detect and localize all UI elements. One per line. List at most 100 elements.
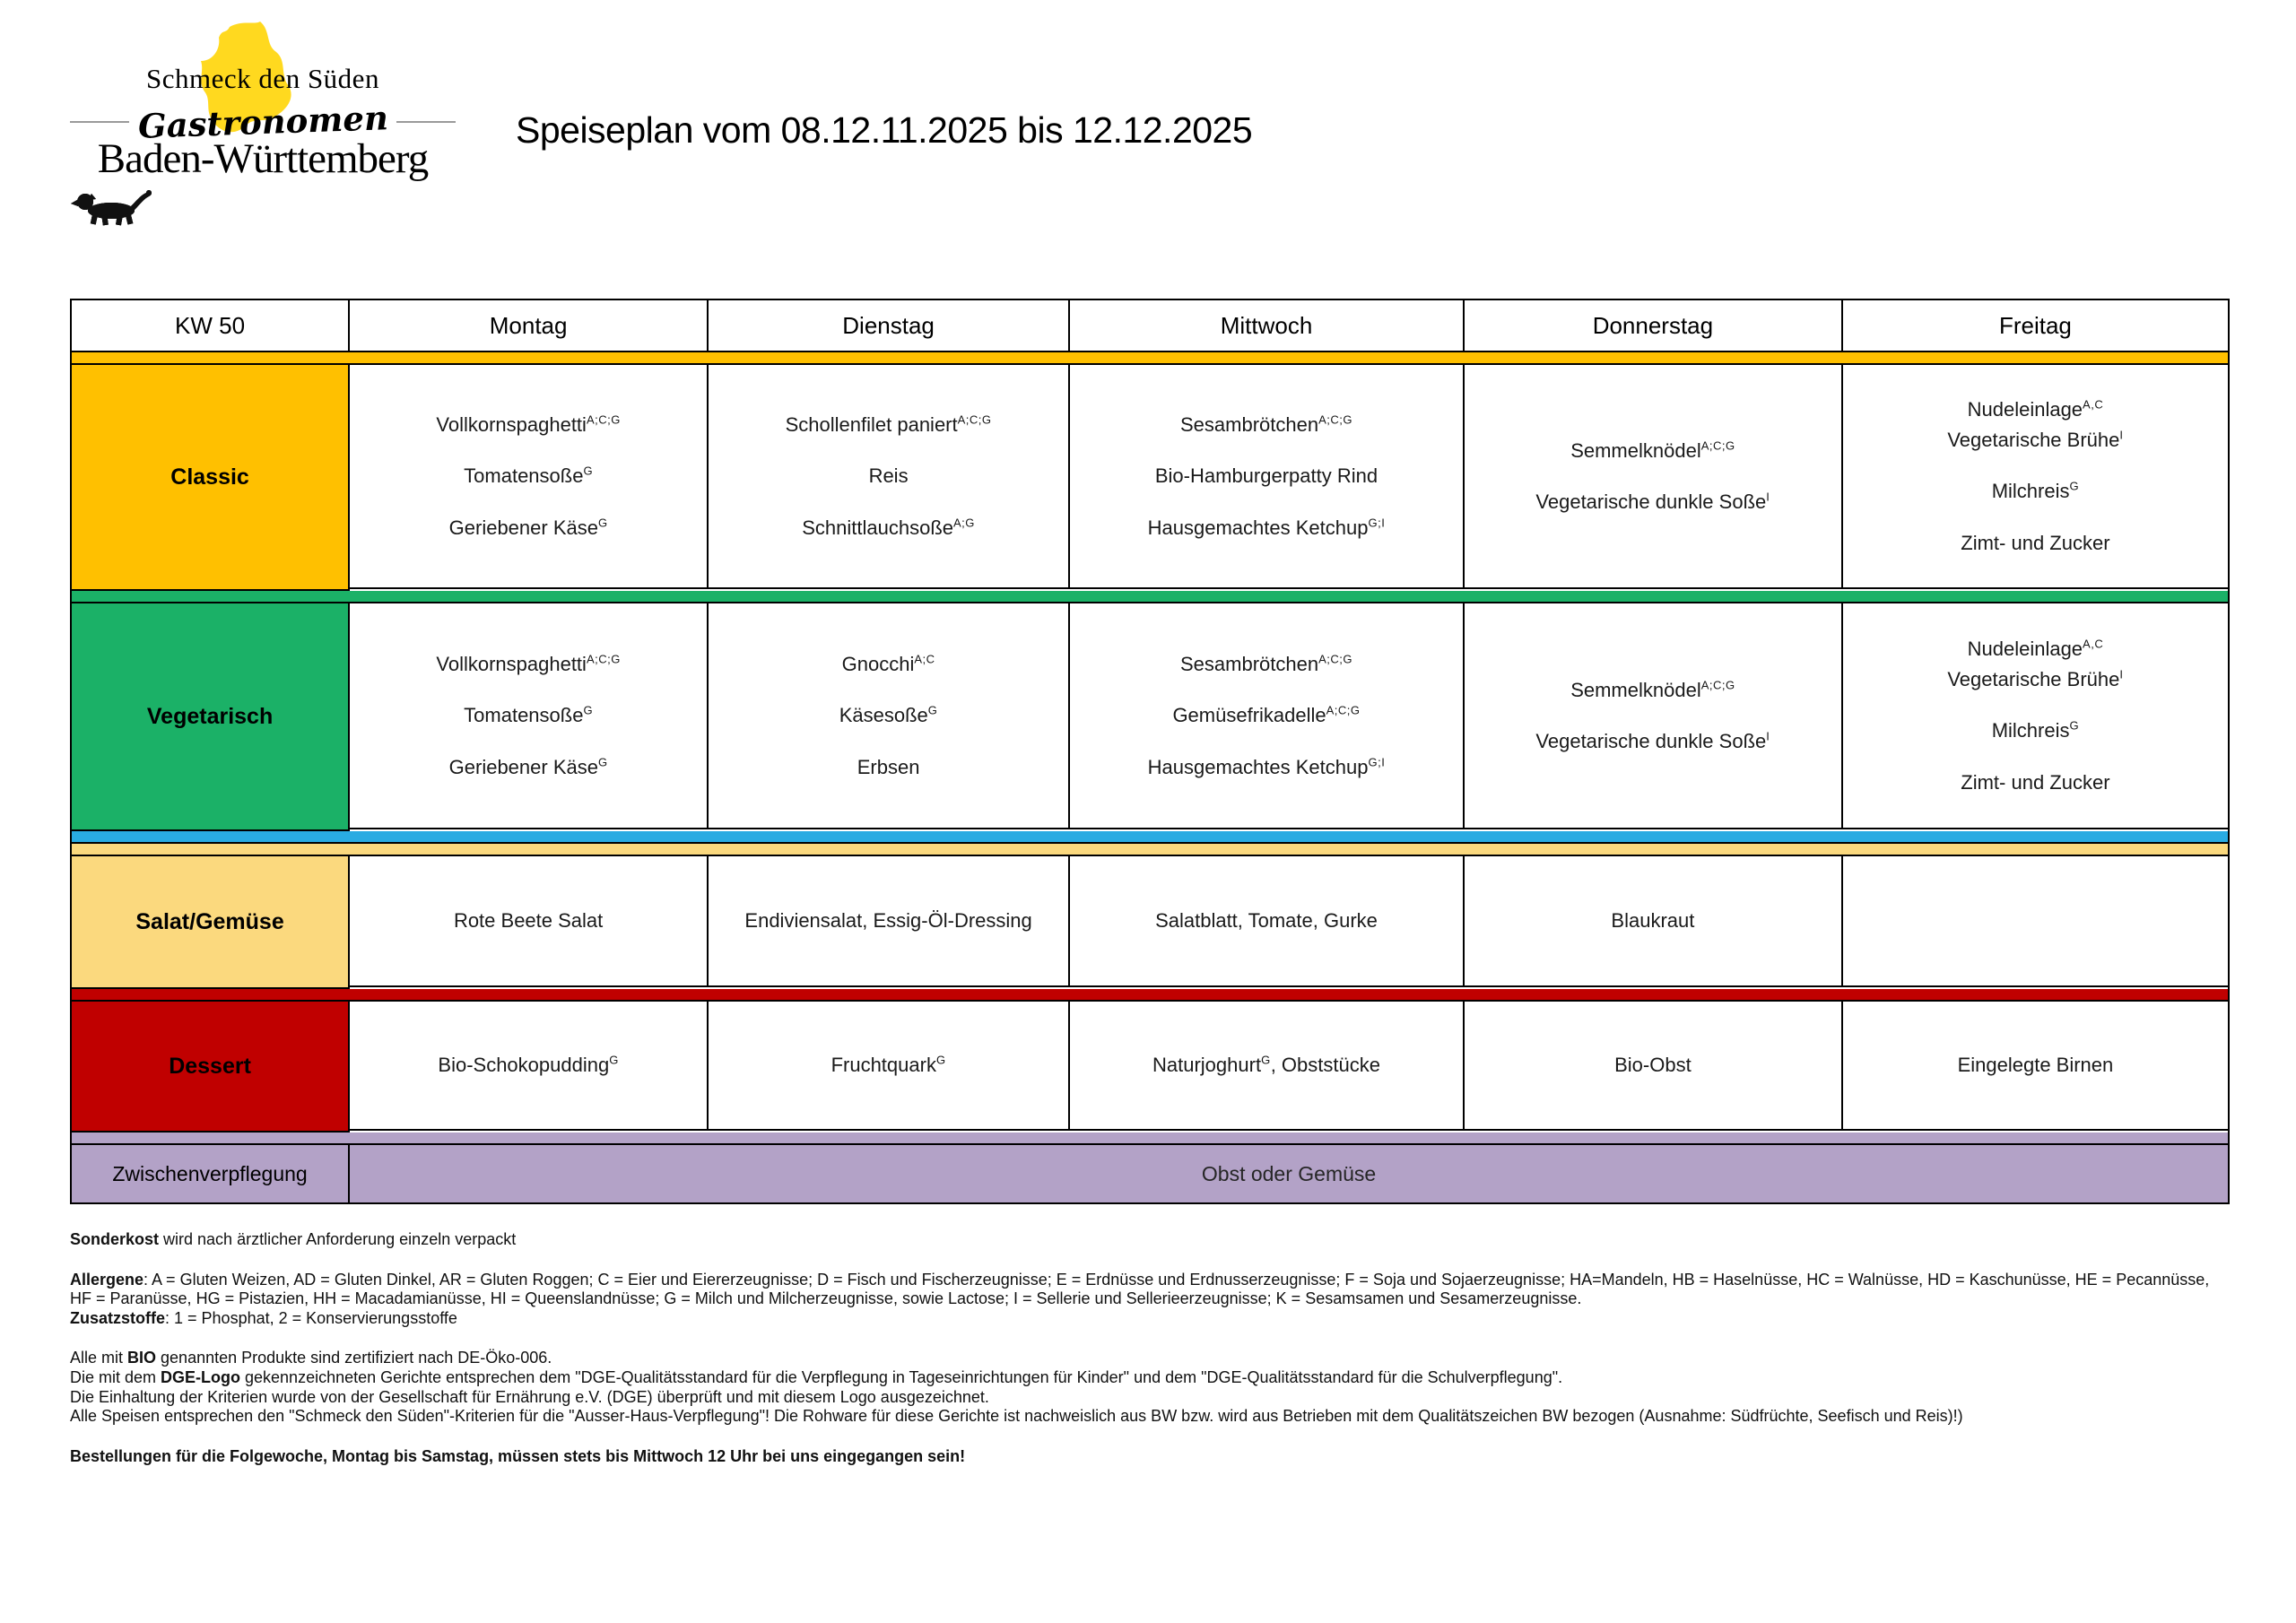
allergen-code: I xyxy=(1766,729,1770,743)
logo-rule-left xyxy=(70,121,129,123)
menu-item-group: Hausgemachtes KetchupG;I xyxy=(1148,516,1386,541)
header-day-mittwoch: Mittwoch xyxy=(1070,300,1465,352)
footer-text: Alle Speisen entsprechen den "Schmeck de… xyxy=(70,1407,1963,1426)
menu-cell: Eingelegte Birnen xyxy=(1842,1002,2228,1131)
menu-item: Eingelegte Birnen xyxy=(1957,1054,2114,1077)
menu-item: Schollenfilet paniertA;C;G xyxy=(785,412,992,436)
allergen-code: I xyxy=(1766,490,1770,504)
menu-item-group: Bio-SchokopuddingG xyxy=(438,1053,618,1078)
allergen-code: G xyxy=(2069,718,2080,733)
menu-item: VollkornspaghettiA;C;G xyxy=(436,412,621,436)
footer-text: : 1 = Phosphat, 2 = Konservierungsstoffe xyxy=(165,1308,457,1327)
footer-text: wird nach ärztlicher Anforderung einzeln… xyxy=(159,1230,517,1248)
menu-cell: Bio-SchokopuddingG xyxy=(350,1002,709,1131)
row-band xyxy=(72,831,2228,844)
allergen-code: A;C;G xyxy=(1700,438,1735,453)
menu-cell: FruchtquarkG xyxy=(709,1002,1071,1131)
menu-item-group: Erbsen xyxy=(857,755,920,780)
allergen-code: I xyxy=(2119,667,2124,681)
allergen-code: A;C;G xyxy=(1700,678,1735,692)
allergen-code: A,C xyxy=(2083,397,2104,412)
menu-item: VollkornspaghettiA;C;G xyxy=(436,652,621,675)
footer-bold-text: Bestellungen für die Folgewoche, Montag … xyxy=(70,1446,966,1465)
footer-text: HF = Paranüsse, HG = Pistazien, HH = Mac… xyxy=(70,1289,1582,1308)
menu-item: Salatblatt, Tomate, Gurke xyxy=(1155,909,1378,933)
menu-item-group: NudeleinlageA,C Vegetarische BrüheI xyxy=(1947,397,2123,452)
logo-text-baden-wuerttemberg: Baden-Württemberg xyxy=(97,135,429,182)
menu-item: Bio-Hamburgerpatty Rind xyxy=(1154,464,1378,488)
menu-cell: NaturjoghurtG, Obststücke xyxy=(1070,1002,1465,1131)
menu-item-group: Vegetarische dunkle SoßeI xyxy=(1535,729,1770,754)
allergen-code: A;C;G xyxy=(957,412,992,427)
footer-bold-text: Allergene xyxy=(70,1270,144,1289)
row-label-classic: Classic xyxy=(72,365,351,591)
menu-item-group: Geriebener KäseG xyxy=(449,516,608,541)
menu-item-group: TomatensoßeG xyxy=(464,464,593,489)
menu-item-group: MilchreisG xyxy=(1992,718,2079,743)
menu-item: Zimt- und Zucker xyxy=(1961,531,2110,554)
logo-script-row: Gastronomen xyxy=(70,98,456,146)
menu-cell xyxy=(1842,856,2228,987)
menu-item: SemmelknödelA;C;G xyxy=(1570,678,1735,701)
row-band xyxy=(72,591,2228,603)
menu-cell: Endiviensalat, Essig-Öl-Dressing xyxy=(709,856,1071,987)
menu-item: Endiviensalat, Essig-Öl-Dressing xyxy=(744,909,1032,933)
menu-item: SemmelknödelA;C;G xyxy=(1570,438,1735,462)
footer-line: Alle Speisen entsprechen den "Schmeck de… xyxy=(70,1407,2240,1427)
menu-item-group: Rote Beete Salat xyxy=(454,908,603,933)
menu-cell: VollkornspaghettiA;C;G TomatensoßeG Gerieb… xyxy=(350,603,709,829)
menu-item: FruchtquarkG xyxy=(831,1053,946,1077)
footer-bold-text: BIO xyxy=(127,1349,157,1367)
menu-item-group: SemmelknödelA;C;G xyxy=(1570,678,1735,703)
menu-item-group: SemmelknödelA;C;G xyxy=(1570,438,1735,464)
menu-cell: Salatblatt, Tomate, Gurke xyxy=(1070,856,1465,987)
logo-rule-right xyxy=(396,121,456,123)
menu-item: Zimt- und Zucker xyxy=(1961,770,2110,794)
allergen-code: A;C xyxy=(914,652,935,666)
menu-item-group: Hausgemachtes KetchupG;I xyxy=(1148,755,1386,780)
menu-cell: Rote Beete Salat xyxy=(350,856,709,987)
menu-item-group: Bio-Hamburgerpatty Rind xyxy=(1155,464,1378,489)
footer-bold-text: Zusatzstoffe xyxy=(70,1308,166,1327)
menu-item-group: Salatblatt, Tomate, Gurke xyxy=(1155,908,1378,933)
menu-item: KäsesoßeG xyxy=(839,703,938,727)
menu-item: TomatensoßeG xyxy=(464,464,594,488)
menu-cell: SesambrötchenA;C;G GemüsefrikadelleA;C;G H… xyxy=(1070,603,1465,829)
header-day-freitag: Freitag xyxy=(1842,300,2228,352)
menu-item-group: NaturjoghurtG, Obststücke xyxy=(1152,1053,1380,1078)
menu-item-group: VollkornspaghettiA;C;G xyxy=(436,652,620,677)
menu-item: Vegetarische dunkle SoßeI xyxy=(1535,490,1770,513)
menu-item: Hausgemachtes KetchupG;I xyxy=(1147,755,1386,778)
menu-item-group: Schollenfilet paniertA;C;G xyxy=(786,412,992,438)
footer-line: Bestellungen für die Folgewoche, Montag … xyxy=(70,1447,2240,1467)
allergen-code: G xyxy=(597,755,608,769)
menu-item: Bio-SchokopuddingG xyxy=(438,1053,619,1077)
menu-item-group: Reis xyxy=(869,464,909,489)
allergen-code: G xyxy=(2069,479,2080,493)
footer-bold-text: DGE-Logo xyxy=(161,1367,241,1386)
menu-item: Rote Beete Salat xyxy=(453,909,604,933)
footer-line: Allergene: A = Gluten Weizen, AD = Glute… xyxy=(70,1271,2240,1290)
row-label-zwischenverpflegung: Zwischenverpflegung xyxy=(72,1145,351,1202)
menu-cell: SemmelknödelA;C;G Vegetarische dunkle Soß… xyxy=(1464,603,1843,829)
menu-item: GnocchiA;C xyxy=(841,652,935,675)
menu-item: Erbsen xyxy=(857,755,920,778)
menu-item: TomatensoßeG xyxy=(464,703,594,727)
row-band xyxy=(72,352,2228,365)
menu-cell: Blaukraut xyxy=(1464,856,1843,987)
footer-text: Alle mit xyxy=(70,1349,128,1367)
bw-state-shape-icon xyxy=(201,22,291,133)
allergen-code: G xyxy=(583,703,594,717)
menu-cell: SemmelknödelA;C;G Vegetarische dunkle Soß… xyxy=(1464,365,1843,589)
allergen-code: G xyxy=(927,703,938,717)
menu-table: KW 50 Montag Dienstag Mittwoch Donnerstag Fre… xyxy=(70,299,2230,1204)
menu-item-group: Bio-Obst xyxy=(1614,1053,1692,1078)
menu-item: Vegetarische BrüheI xyxy=(1947,428,2124,451)
header-day-montag: Montag xyxy=(350,300,709,352)
allergen-code: G xyxy=(583,464,594,478)
menu-item: Vegetarische BrüheI xyxy=(1947,667,2124,690)
menu-item-group: FruchtquarkG xyxy=(831,1053,946,1078)
menu-item-group: Eingelegte Birnen xyxy=(1958,1053,2114,1078)
menu-item-group: Geriebener KäseG xyxy=(449,755,608,780)
